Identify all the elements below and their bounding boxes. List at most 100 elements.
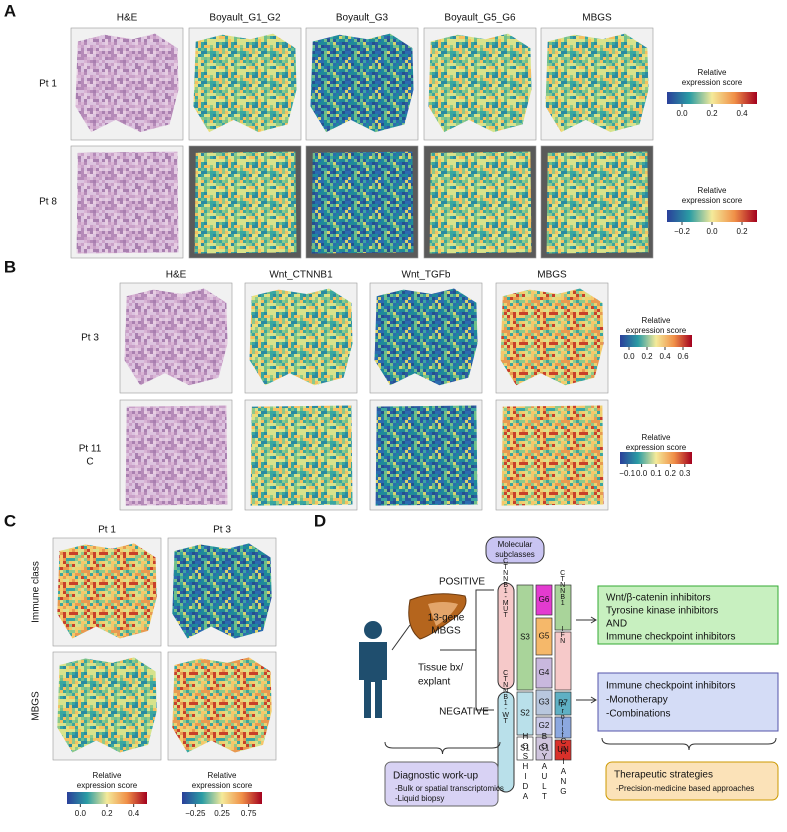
label: Tissue bx/ xyxy=(418,663,463,674)
legend-title: expression score xyxy=(682,196,743,205)
tissue xyxy=(502,406,604,506)
colorbar-tick-label: 0.6 xyxy=(677,352,689,361)
label: G6 xyxy=(539,595,550,604)
colorbar-tick-label: 0.4 xyxy=(659,352,671,361)
colorbar-tick-label: −0.2 xyxy=(674,227,690,236)
arrow xyxy=(576,697,596,703)
colorbar-tick-label: 0.0 xyxy=(75,809,87,818)
colorbar xyxy=(620,335,692,347)
tissue xyxy=(430,152,532,254)
column-header: Pt 1 xyxy=(98,525,116,536)
negative-label: NEGATIVE xyxy=(439,707,489,718)
label: CTNNB1-WT xyxy=(501,670,509,724)
label: CTNNB1 xyxy=(559,570,566,606)
legend-title: Relative xyxy=(208,771,237,780)
therapeutic-box xyxy=(606,762,778,800)
person-body xyxy=(359,642,387,718)
person-head xyxy=(364,621,382,639)
colorbar-tick-label: 0.0 xyxy=(706,227,718,236)
tissue xyxy=(249,289,352,386)
colorbar-tick-label: 0.2 xyxy=(641,352,653,361)
colorbar-tick-label: 0.25 xyxy=(214,809,230,818)
colorbar xyxy=(667,210,757,222)
column-header: Pt 3 xyxy=(213,525,231,536)
colorbar xyxy=(182,792,262,804)
tissue xyxy=(75,34,178,133)
tissue xyxy=(251,406,353,506)
label: Diagnostic work-up xyxy=(393,771,478,782)
label: -Liquid biopsy xyxy=(395,794,444,803)
label: subclasses xyxy=(495,550,535,559)
label: G2 xyxy=(539,721,550,730)
column-header: Boyault_G5_G6 xyxy=(444,13,516,24)
label: Prolif xyxy=(559,702,566,738)
colorbar-tick-label: 0.0 xyxy=(636,469,648,478)
colorbar-tick-label: −0.1 xyxy=(619,469,635,478)
tissue xyxy=(500,289,603,386)
column-header: MBGS xyxy=(537,270,567,281)
colorbar-tick-label: 0.2 xyxy=(736,227,748,236)
link xyxy=(392,625,410,650)
colorbar xyxy=(667,92,757,104)
column-header: H&E xyxy=(117,13,138,24)
legend-title: Relative xyxy=(642,316,671,325)
label: S2 xyxy=(520,709,530,718)
colorbar-tick-label: 0.0 xyxy=(623,352,635,361)
legend-title: Relative xyxy=(698,186,727,195)
label: Molecular xyxy=(498,540,533,549)
tissue xyxy=(126,406,228,506)
label: AND xyxy=(606,619,627,630)
colorbar-tick-label: 0.4 xyxy=(736,109,748,118)
row-label: Immune class xyxy=(31,561,42,623)
tissue xyxy=(172,543,271,638)
column-header: Wnt_TGFb xyxy=(402,270,451,281)
colorbar-tick-label: 0.1 xyxy=(650,469,662,478)
label: -Combinations xyxy=(606,709,670,720)
label: S3 xyxy=(520,633,530,642)
column-name: CHIANG xyxy=(559,737,568,797)
label: Tyrosine kinase inhibitors xyxy=(606,606,718,617)
panel-label: B xyxy=(4,257,16,276)
row-label: MBGS xyxy=(31,691,42,721)
tissue xyxy=(124,289,227,386)
brace xyxy=(602,738,776,750)
tissue xyxy=(310,34,413,133)
column-header: Boyault_G1_G2 xyxy=(209,13,281,24)
tissue xyxy=(428,34,531,133)
tissue xyxy=(193,34,296,133)
label: Wnt/β-catenin inhibitors xyxy=(606,593,711,604)
label: Immune checkpoint inhibitors xyxy=(606,681,736,692)
row-label: C xyxy=(86,457,93,468)
label: G5 xyxy=(539,632,550,641)
colorbar xyxy=(620,452,692,464)
colorbar-tick-label: 0.2 xyxy=(706,109,718,118)
colorbar-tick-label: 0.2 xyxy=(101,809,113,818)
legend-title: expression score xyxy=(682,78,743,87)
label: -Monotherapy xyxy=(606,695,668,706)
label: MBGS xyxy=(431,626,461,637)
column-header: Boyault_G3 xyxy=(336,13,389,24)
column-header: H&E xyxy=(166,270,187,281)
label: 13-gene xyxy=(428,613,465,624)
panel-label: C xyxy=(4,511,16,530)
row-label: Pt 1 xyxy=(39,79,57,90)
row-label: Pt 3 xyxy=(81,333,99,344)
brace xyxy=(385,742,500,754)
column-header: Wnt_CTNNB1 xyxy=(269,270,333,281)
column-name: BOYAULT xyxy=(540,732,549,802)
tissue xyxy=(172,657,271,752)
legend-title: Relative xyxy=(642,433,671,442)
label: G3 xyxy=(539,698,550,707)
column-header: MBGS xyxy=(582,13,612,24)
label: CTNNB1-MUT xyxy=(502,558,509,618)
legend-title: expression score xyxy=(626,443,687,452)
colorbar-tick-label: 0.0 xyxy=(676,109,688,118)
colorbar-tick-label: 0.3 xyxy=(679,469,691,478)
colorbar xyxy=(67,792,147,804)
tissue xyxy=(547,152,649,254)
colorbar-tick-label: 0.4 xyxy=(128,809,140,818)
legend-title: expression score xyxy=(626,326,687,335)
label: G4 xyxy=(539,668,550,677)
arrow xyxy=(576,617,596,623)
tissue xyxy=(195,152,297,254)
